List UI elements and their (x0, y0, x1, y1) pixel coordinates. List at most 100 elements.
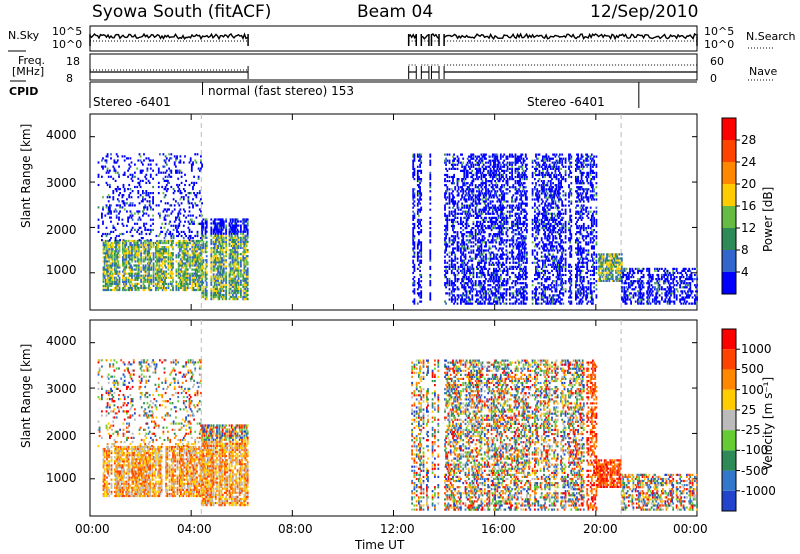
echo-cell (163, 210, 165, 212)
echo-cell (112, 246, 114, 248)
echo-cell (148, 273, 150, 275)
echo-cell (153, 246, 155, 248)
echo-cell (124, 174, 126, 176)
echo-cell (164, 262, 166, 264)
echo-cell (123, 225, 125, 227)
echo-cell (153, 277, 155, 279)
echo-cell (116, 190, 118, 192)
echo-cell (196, 250, 198, 252)
echo-cell (145, 250, 147, 252)
echo-cell (133, 275, 135, 277)
echo-cell (158, 262, 160, 264)
echo-cell (176, 289, 178, 291)
echo-cell (144, 206, 146, 208)
echo-cell (115, 250, 117, 252)
echo-cell (183, 208, 185, 210)
echo-cell (168, 174, 170, 176)
echo-cell (112, 283, 114, 285)
echo-cell (119, 271, 121, 273)
echo-cell (196, 244, 198, 246)
echo-cell (197, 264, 199, 266)
echo-cell (166, 184, 168, 186)
echo-cell (115, 170, 117, 172)
echo-cell (123, 194, 125, 196)
echo-cell (170, 237, 172, 239)
echo-cell (131, 246, 133, 248)
echo-cell (106, 159, 108, 161)
echo-cell (138, 269, 140, 271)
echo-cell (179, 260, 181, 262)
echo-cell (112, 192, 114, 194)
echo-cell (143, 264, 145, 266)
echo-cell (165, 252, 167, 254)
echo-cell (131, 217, 133, 219)
echo-cell (164, 227, 166, 229)
echo-cell (196, 285, 198, 287)
echo-cell (117, 186, 119, 188)
echo-cell (178, 266, 180, 268)
echo-cell (187, 264, 189, 266)
echo-cell (158, 260, 160, 262)
echo-cell (109, 208, 111, 210)
echo-cell (189, 256, 191, 258)
echo-cell (119, 204, 121, 206)
echo-cell (108, 260, 110, 262)
echo-cell (122, 256, 124, 258)
echo-cell (161, 285, 163, 287)
echo-cell (165, 271, 167, 273)
echo-cell (166, 231, 168, 233)
echo-cell (123, 186, 125, 188)
echo-cell (144, 198, 146, 200)
echo-cell (103, 250, 105, 252)
echo-cell (150, 252, 152, 254)
echo-cell (106, 161, 108, 163)
echo-cell (186, 240, 188, 242)
echo-cell (165, 235, 167, 237)
echo-cell (116, 235, 118, 237)
echo-cell (199, 246, 201, 248)
echo-cell (186, 289, 188, 291)
echo-cell (115, 229, 117, 231)
echo-cell (131, 213, 133, 215)
echo-cell (141, 161, 143, 163)
echo-cell (145, 252, 147, 254)
echo-cell (150, 231, 152, 233)
echo-cell (112, 277, 114, 279)
echo-cell (168, 264, 170, 266)
echo-cell (175, 200, 177, 202)
echo-cell (187, 246, 189, 248)
echo-cell (136, 168, 138, 170)
echo-cell (168, 277, 170, 279)
echo-cell (148, 266, 150, 268)
echo-cell (165, 277, 167, 279)
echo-cell (107, 287, 109, 289)
echo-cell (118, 166, 120, 168)
echo-cell (150, 174, 152, 176)
echo-cell (178, 204, 180, 206)
echo-cell (145, 233, 147, 235)
echo-cell (131, 275, 133, 277)
echo-cell (167, 176, 169, 178)
echo-cell (125, 242, 127, 244)
echo-cell (168, 252, 170, 254)
echo-cell (109, 186, 111, 188)
echo-cell (165, 256, 167, 258)
echo-cell (178, 285, 180, 287)
echo-cell (132, 176, 134, 178)
echo-cell (112, 289, 114, 291)
echo-cell (161, 240, 163, 242)
echo-cell (148, 192, 150, 194)
echo-cell (122, 246, 124, 248)
echo-cell (118, 200, 120, 202)
echo-cell (145, 174, 147, 176)
echo-cell (152, 192, 154, 194)
echo-cell (173, 237, 175, 239)
echo-cell (107, 168, 109, 170)
echo-cell (178, 172, 180, 174)
echo-cell (150, 192, 152, 194)
echo-cell (98, 219, 100, 221)
echo-cell (168, 246, 170, 248)
echo-cell (124, 269, 126, 271)
echo-cell (183, 225, 185, 227)
echo-cell (130, 210, 132, 212)
